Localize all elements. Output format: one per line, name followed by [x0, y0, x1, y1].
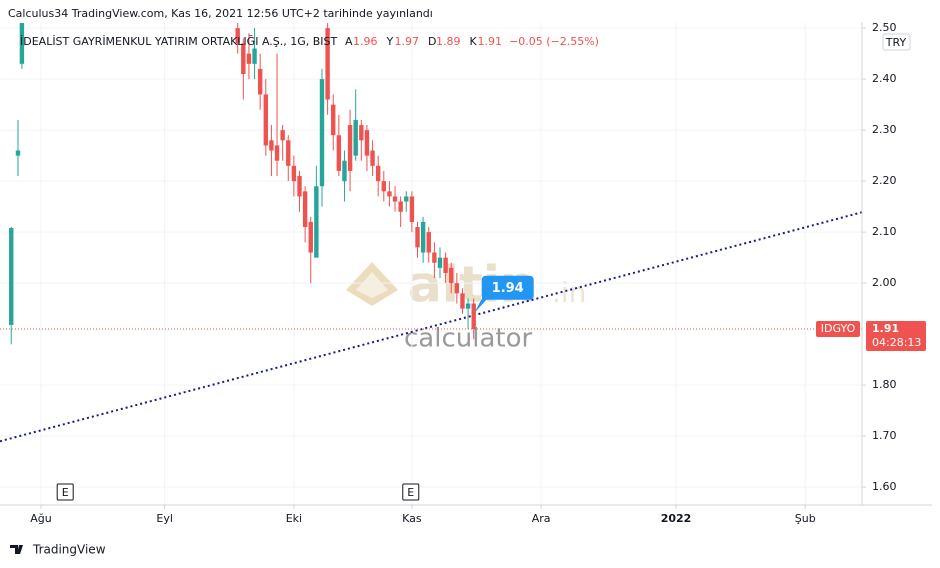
candle-body	[342, 160, 347, 182]
candle-body	[241, 43, 246, 75]
event-label: E	[407, 486, 414, 499]
ohlc-value: 1.96	[353, 35, 378, 48]
candle-body	[449, 267, 454, 284]
x-tick-label: Ara	[532, 512, 551, 525]
header: Calculus34 TradingView.com, Kas 16, 2021…	[8, 7, 433, 20]
ohlc-key: Y	[386, 35, 394, 48]
currency: TRY	[885, 36, 907, 49]
candle-body	[280, 130, 285, 141]
candle-body	[420, 221, 426, 253]
event-box	[56, 483, 74, 501]
candle-body	[471, 303, 476, 330]
ohlc-legend: A 1.96 Y 1.97 D 1.89 K 1.91 −0.05 (−2.55%)	[345, 35, 599, 48]
candle-body	[246, 53, 252, 64]
ohlc-value: 1.89	[436, 35, 461, 48]
ohlc-key: A	[345, 35, 353, 48]
y-tick-label: 2.10	[872, 225, 897, 238]
candle-body	[257, 68, 263, 95]
x-tick-label: Kas	[402, 512, 422, 525]
symbol-box	[816, 321, 860, 338]
y-tick-label: 2.00	[872, 276, 897, 289]
candle-body	[364, 130, 370, 156]
ohlc-value: 1.97	[395, 35, 420, 48]
candle-body	[286, 140, 291, 166]
candle-body	[392, 196, 398, 202]
currency-box	[882, 33, 911, 51]
candle-body	[359, 125, 364, 141]
logo-mark	[10, 545, 23, 554]
candle-body	[437, 257, 443, 268]
trendline	[0, 211, 863, 443]
callout-box	[481, 275, 534, 300]
price-box	[866, 321, 926, 352]
candle-body	[370, 150, 375, 166]
event-box	[402, 483, 420, 501]
x-tick-label: Ağu	[30, 512, 51, 525]
candle-body	[314, 186, 319, 258]
y-tick-label: 1.70	[872, 429, 897, 442]
candle-body	[375, 165, 381, 182]
y-tick-label: 2.30	[872, 123, 897, 136]
candle-body	[15, 150, 21, 156]
y-tick-label: 1.80	[872, 378, 897, 391]
candle-body	[381, 181, 386, 192]
plot: E E 1.94	[0, 22, 863, 505]
countdown: 04:28:13	[872, 336, 921, 349]
y-tick-label: 2.50	[872, 21, 897, 34]
candle-body	[454, 283, 460, 294]
candle-body	[9, 228, 14, 325]
candle-body	[404, 196, 409, 202]
x-tick-label: 2022	[661, 512, 692, 525]
candle-body	[426, 232, 431, 253]
x-tick-label: Eki	[286, 512, 302, 525]
candle-body	[398, 201, 403, 212]
y-tick-label: 2.40	[872, 72, 897, 85]
candle-body	[308, 221, 313, 253]
watermark-suffix: .in	[552, 276, 586, 309]
candle-body	[415, 227, 420, 248]
candle-body	[460, 293, 465, 309]
y-tick-label: 2.20	[872, 174, 897, 187]
candle-body	[235, 28, 240, 44]
x-tick-label: Şub	[795, 512, 816, 525]
candle-body	[252, 48, 257, 64]
candle-body	[291, 165, 297, 182]
candle-body	[274, 145, 280, 161]
price-label: 1.91	[872, 322, 899, 335]
candle-body	[336, 135, 342, 171]
change: −0.05 (−2.55%)	[509, 35, 599, 48]
candle-body	[19, 23, 25, 64]
y-tick-label: 1.60	[872, 480, 897, 493]
ohlc-value: 1.91	[478, 35, 503, 48]
candle-body	[319, 79, 325, 187]
footer-logo	[10, 545, 23, 554]
candle-body	[443, 257, 448, 273]
candle-body	[409, 196, 415, 222]
candle-body	[387, 191, 392, 197]
candle-body	[302, 191, 308, 228]
candle-body	[325, 28, 330, 100]
watermark-logo-inner	[356, 272, 388, 298]
symbol-title: İDEALİST GAYRİMENKUL YATIRIM ORTAKLIĞI A…	[20, 35, 338, 48]
candle-body	[353, 119, 358, 156]
candle-body	[331, 104, 336, 136]
ohlc-key: K	[470, 35, 478, 48]
event-label: E	[62, 486, 69, 499]
ohlc-key: D	[428, 35, 436, 48]
footer: TradingView	[32, 543, 106, 557]
candle-body	[432, 252, 437, 263]
symbol-label: IDGYO	[821, 322, 856, 335]
candle-body	[263, 94, 268, 146]
candle-body	[269, 140, 274, 151]
x-tick-label: Eyl	[156, 512, 173, 525]
candle-body	[465, 303, 471, 309]
candle-body	[347, 125, 353, 171]
callout-label: 1.94	[492, 281, 524, 296]
candle-body	[297, 176, 302, 197]
